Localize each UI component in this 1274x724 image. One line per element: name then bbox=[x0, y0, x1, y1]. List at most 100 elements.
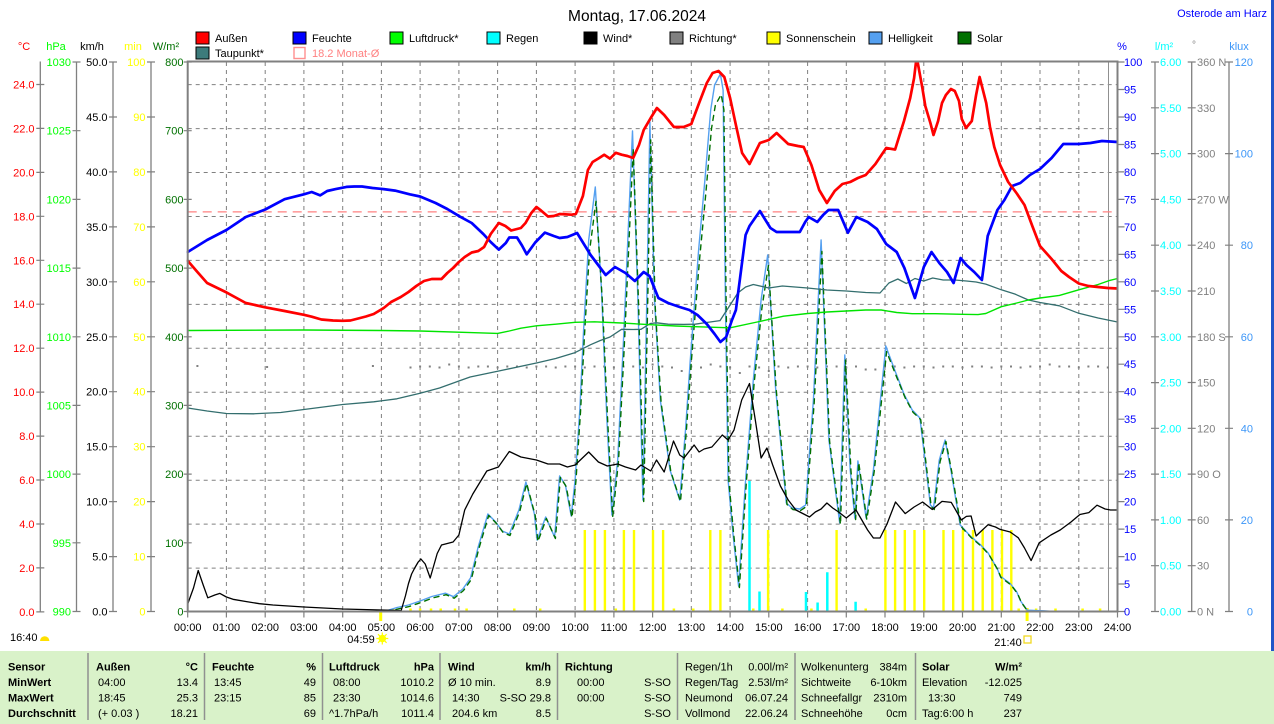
svg-text:04:59: 04:59 bbox=[347, 634, 375, 646]
svg-text:hPa: hPa bbox=[46, 41, 66, 53]
svg-text:Sonnenschein: Sonnenschein bbox=[786, 33, 856, 45]
svg-text:0: 0 bbox=[177, 607, 183, 619]
svg-text:20:00: 20:00 bbox=[949, 622, 977, 634]
svg-text:°C: °C bbox=[186, 662, 198, 674]
svg-text:13.4: 13.4 bbox=[177, 677, 198, 689]
svg-text:Richtung: Richtung bbox=[565, 662, 613, 674]
svg-text:50: 50 bbox=[1124, 332, 1136, 344]
svg-text:12.0: 12.0 bbox=[13, 343, 34, 355]
svg-text:00:00: 00:00 bbox=[174, 622, 202, 634]
svg-text:2310m: 2310m bbox=[873, 693, 907, 705]
svg-text:00:00: 00:00 bbox=[577, 693, 605, 705]
svg-text:70: 70 bbox=[133, 222, 145, 234]
svg-text:21:40: 21:40 bbox=[994, 637, 1022, 649]
svg-text:S-SO: S-SO bbox=[644, 693, 671, 705]
svg-text:Sensor: Sensor bbox=[8, 662, 46, 674]
svg-text:8.5: 8.5 bbox=[536, 708, 551, 720]
svg-text:16.0: 16.0 bbox=[13, 255, 34, 267]
svg-text:22.06.24: 22.06.24 bbox=[745, 708, 788, 720]
svg-text:300: 300 bbox=[1197, 149, 1215, 161]
svg-text:60: 60 bbox=[1124, 277, 1136, 289]
svg-text:16:40: 16:40 bbox=[10, 632, 38, 644]
svg-text:18.0: 18.0 bbox=[13, 211, 34, 223]
svg-text:240: 240 bbox=[1197, 240, 1215, 252]
svg-text:20.0: 20.0 bbox=[86, 387, 107, 399]
svg-text:14:30: 14:30 bbox=[452, 693, 480, 705]
svg-text:Neumond: Neumond bbox=[685, 693, 733, 705]
svg-text:5.00: 5.00 bbox=[1160, 149, 1181, 161]
svg-text:0.00: 0.00 bbox=[1160, 607, 1181, 619]
svg-text:S-SO 29.8: S-SO 29.8 bbox=[500, 693, 551, 705]
svg-text:0: 0 bbox=[1124, 607, 1130, 619]
svg-text:20: 20 bbox=[1241, 515, 1253, 527]
svg-text:09:00: 09:00 bbox=[523, 622, 551, 634]
svg-text:23:00: 23:00 bbox=[1065, 622, 1093, 634]
svg-text:90 O: 90 O bbox=[1197, 469, 1221, 481]
svg-text:Wind*: Wind* bbox=[603, 33, 633, 45]
svg-text:100: 100 bbox=[165, 538, 183, 550]
svg-text:6.00: 6.00 bbox=[1160, 57, 1181, 69]
svg-text:04:00: 04:00 bbox=[98, 677, 126, 689]
svg-text:km/h: km/h bbox=[525, 662, 551, 674]
svg-text:800: 800 bbox=[165, 57, 183, 69]
svg-text:4.00: 4.00 bbox=[1160, 240, 1181, 252]
svg-text:60: 60 bbox=[133, 277, 145, 289]
svg-text:237: 237 bbox=[1004, 708, 1022, 720]
svg-text:19:00: 19:00 bbox=[910, 622, 938, 634]
svg-text:22.0: 22.0 bbox=[13, 123, 34, 135]
svg-text:90: 90 bbox=[1124, 112, 1136, 124]
svg-text:00:00: 00:00 bbox=[577, 677, 605, 689]
svg-text:95: 95 bbox=[1124, 85, 1136, 97]
svg-text:500: 500 bbox=[165, 263, 183, 275]
svg-text:204.6 km: 204.6 km bbox=[452, 708, 497, 720]
svg-text:10: 10 bbox=[1124, 552, 1136, 564]
svg-text:0.0: 0.0 bbox=[92, 607, 107, 619]
svg-text:0cm: 0cm bbox=[886, 708, 907, 720]
svg-text:30: 30 bbox=[133, 442, 145, 454]
svg-text:24:00: 24:00 bbox=[1104, 622, 1132, 634]
svg-text:65: 65 bbox=[1124, 249, 1136, 261]
svg-text:270 W: 270 W bbox=[1197, 194, 1229, 206]
svg-text:12:00: 12:00 bbox=[639, 622, 667, 634]
svg-text:995: 995 bbox=[53, 538, 71, 550]
svg-text:23:15: 23:15 bbox=[214, 693, 242, 705]
svg-text:-12.025: -12.025 bbox=[985, 677, 1022, 689]
svg-text:0: 0 bbox=[139, 607, 145, 619]
svg-text:10.0: 10.0 bbox=[86, 497, 107, 509]
svg-text:Solar: Solar bbox=[977, 33, 1003, 45]
svg-text:10:00: 10:00 bbox=[561, 622, 589, 634]
svg-text:1010.2: 1010.2 bbox=[400, 677, 434, 689]
svg-text:30: 30 bbox=[1124, 442, 1136, 454]
svg-text:W/m²: W/m² bbox=[995, 662, 1022, 674]
svg-text:05:00: 05:00 bbox=[368, 622, 396, 634]
svg-text:11:00: 11:00 bbox=[601, 622, 628, 634]
svg-text:2.00: 2.00 bbox=[1160, 423, 1181, 435]
svg-text:22:00: 22:00 bbox=[1026, 622, 1054, 634]
svg-text:klux: klux bbox=[1229, 41, 1249, 53]
svg-text:120: 120 bbox=[1197, 423, 1215, 435]
svg-text:W/m²: W/m² bbox=[153, 41, 180, 53]
svg-text:2.50: 2.50 bbox=[1160, 378, 1181, 390]
svg-text:150: 150 bbox=[1197, 378, 1215, 390]
svg-text:1000: 1000 bbox=[47, 469, 71, 481]
svg-text:4.50: 4.50 bbox=[1160, 194, 1181, 206]
svg-text:10.0: 10.0 bbox=[13, 387, 34, 399]
svg-text:30.0: 30.0 bbox=[86, 277, 107, 289]
svg-text:49: 49 bbox=[304, 677, 316, 689]
svg-text:^1.7hPa/h: ^1.7hPa/h bbox=[329, 708, 378, 720]
svg-text:Sichtweite: Sichtweite bbox=[801, 677, 851, 689]
svg-text:Regen/1h: Regen/1h bbox=[685, 662, 733, 674]
svg-text:°: ° bbox=[1192, 40, 1196, 51]
svg-text:1011.4: 1011.4 bbox=[401, 708, 434, 720]
svg-text:24.0: 24.0 bbox=[13, 80, 34, 92]
svg-text:90: 90 bbox=[133, 112, 145, 124]
svg-text:6-10km: 6-10km bbox=[870, 677, 907, 689]
svg-text:1014.6: 1014.6 bbox=[400, 693, 434, 705]
svg-text:384m: 384m bbox=[879, 662, 907, 674]
svg-text:18.21: 18.21 bbox=[170, 708, 198, 720]
svg-text:14.0: 14.0 bbox=[13, 299, 34, 311]
svg-text:45.0: 45.0 bbox=[86, 112, 107, 124]
svg-text:20.0: 20.0 bbox=[13, 167, 34, 179]
svg-text:15:00: 15:00 bbox=[755, 622, 783, 634]
svg-text:13:00: 13:00 bbox=[678, 622, 706, 634]
